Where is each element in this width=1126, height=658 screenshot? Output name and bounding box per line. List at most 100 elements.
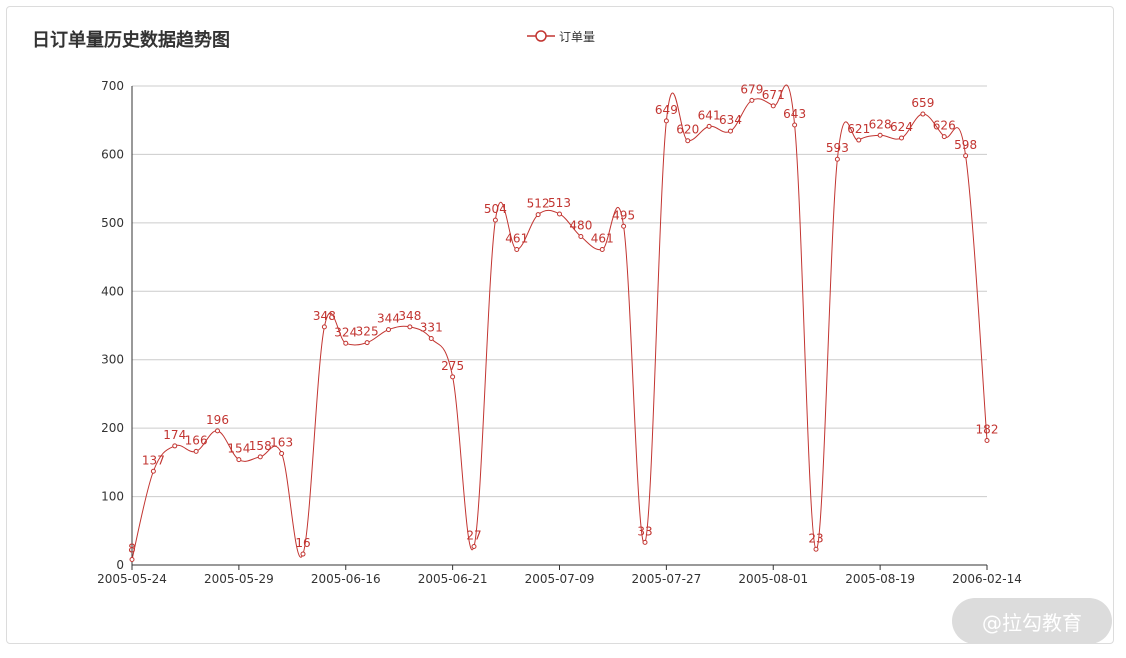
x-axis: 2005-05-24 2005-05-29 2005-06-16 2005-06-21… <box>97 565 1022 586</box>
data-point <box>450 374 456 380</box>
data-point <box>834 156 840 162</box>
data-label: 331 <box>420 321 443 335</box>
data-label: 634 <box>719 113 742 127</box>
x-tick-label: 2006-02-14 <box>952 572 1022 586</box>
data-point <box>557 211 562 217</box>
data-point <box>279 450 285 456</box>
y-tick-label: 700 <box>101 79 124 93</box>
data-point <box>428 336 434 342</box>
data-label: 8 <box>128 542 136 556</box>
data-point <box>300 551 306 557</box>
data-point <box>343 340 349 346</box>
x-tick-label: 2005-06-16 <box>311 572 381 586</box>
data-label: 659 <box>911 96 934 110</box>
y-tick-label: 300 <box>101 353 124 367</box>
data-label: 679 <box>740 82 763 96</box>
watermark-logo: @拉勾教育 <box>952 598 1112 644</box>
data-point <box>642 539 648 545</box>
y-axis: 0 100 200 300 400 500 600 700 <box>101 79 133 572</box>
data-label: 182 <box>976 422 999 436</box>
data-point <box>535 212 541 218</box>
data-point <box>792 122 798 128</box>
data-point <box>407 324 413 330</box>
y-tick-label: 400 <box>101 284 124 298</box>
data-label: 624 <box>890 120 913 134</box>
data-label: 641 <box>698 108 721 122</box>
data-point <box>386 327 391 333</box>
data-point <box>963 153 969 159</box>
x-tick-label: 2005-08-19 <box>845 572 915 586</box>
data-label: 620 <box>676 123 699 137</box>
x-tick-label: 2005-05-29 <box>204 572 274 586</box>
y-tick-label: 600 <box>101 147 124 161</box>
data-point <box>514 247 520 253</box>
x-tick-label: 2005-07-27 <box>632 572 702 586</box>
data-point <box>236 457 242 463</box>
data-label: 621 <box>847 122 870 136</box>
data-labels: 8137174166196154158163163483243253443483… <box>128 82 998 555</box>
data-label: 275 <box>441 359 464 373</box>
y-tick-label: 500 <box>101 216 124 230</box>
data-label: 643 <box>783 107 806 121</box>
data-label: 480 <box>569 219 592 233</box>
data-label: 461 <box>505 232 528 246</box>
data-label: 344 <box>377 312 400 326</box>
data-point <box>599 247 605 253</box>
data-label: 325 <box>356 325 379 339</box>
data-label: 348 <box>398 309 421 323</box>
data-label: 33 <box>637 524 652 538</box>
data-point <box>364 340 370 346</box>
data-label: 461 <box>591 232 614 246</box>
data-label: 137 <box>142 453 165 467</box>
data-label: 348 <box>313 309 336 323</box>
data-label: 27 <box>466 529 481 543</box>
data-label: 163 <box>270 435 293 449</box>
data-point <box>877 132 883 138</box>
data-point <box>920 111 926 117</box>
chart-title: 日订单量历史数据趋势图 <box>32 30 230 51</box>
y-tick-label: 100 <box>101 490 124 504</box>
x-tick-label: 2005-05-24 <box>97 572 167 586</box>
data-point <box>728 128 733 134</box>
data-label: 324 <box>334 325 357 339</box>
data-label: 174 <box>163 428 186 442</box>
data-point <box>129 557 135 563</box>
chart-legend[interactable]: 订单量 <box>527 26 595 46</box>
data-point <box>492 217 498 223</box>
x-tick-label: 2005-06-21 <box>418 572 488 586</box>
data-label: 166 <box>185 433 208 447</box>
x-tick-label: 2005-07-09 <box>525 572 595 586</box>
data-point <box>193 448 199 454</box>
data-point <box>621 223 627 229</box>
data-label: 512 <box>527 197 550 211</box>
data-label: 513 <box>548 196 571 210</box>
data-label: 671 <box>762 88 785 102</box>
data-point <box>172 443 178 449</box>
data-label: 16 <box>295 536 310 550</box>
data-label: 504 <box>484 202 507 216</box>
data-label: 495 <box>612 208 635 222</box>
data-label: 23 <box>808 531 823 545</box>
x-tick-label: 2005-08-01 <box>738 572 808 586</box>
data-point <box>984 437 990 443</box>
data-point <box>215 428 220 434</box>
legend-line-circle-icon <box>527 30 555 42</box>
data-label: 593 <box>826 141 849 155</box>
chart-card <box>6 6 1114 644</box>
data-label: 154 <box>227 442 250 456</box>
data-point <box>813 546 819 552</box>
data-point <box>941 134 947 140</box>
data-point <box>685 138 691 144</box>
data-point <box>749 97 755 103</box>
data-point <box>899 135 904 141</box>
data-label: 158 <box>249 439 272 453</box>
data-label: 196 <box>206 413 229 427</box>
y-tick-label: 200 <box>101 421 124 435</box>
data-point <box>150 468 156 474</box>
data-label: 649 <box>655 103 678 117</box>
legend-label: 订单量 <box>559 29 596 44</box>
data-point <box>770 103 776 109</box>
data-point <box>706 123 712 129</box>
data-label: 628 <box>869 117 892 131</box>
series-order-count <box>129 84 990 563</box>
